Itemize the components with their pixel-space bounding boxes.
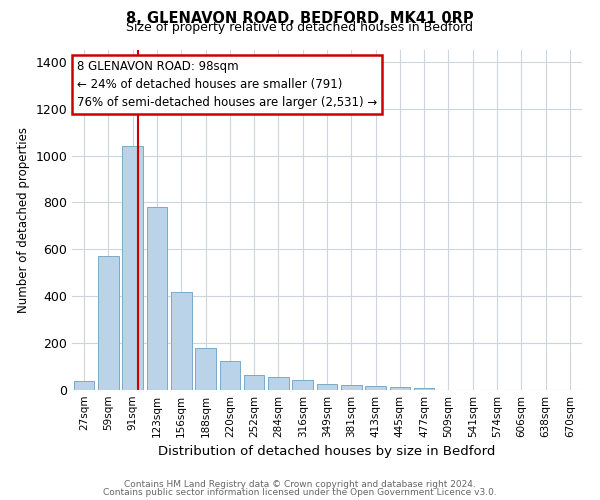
Text: Contains public sector information licensed under the Open Government Licence v3: Contains public sector information licen… (103, 488, 497, 497)
Bar (146, 207, 167, 390)
Bar (244, 375, 265, 390)
Text: 8 GLENAVON ROAD: 98sqm
← 24% of detached houses are smaller (791)
76% of semi-de: 8 GLENAVON ROAD: 98sqm ← 24% of detached… (77, 60, 377, 109)
Bar (341, 385, 362, 390)
Text: Size of property relative to detached houses in Bedford: Size of property relative to detached ho… (127, 22, 473, 35)
Bar (98, 256, 119, 390)
Bar (292, 380, 313, 390)
Text: 8, GLENAVON ROAD, BEDFORD, MK41 0RP: 8, GLENAVON ROAD, BEDFORD, MK41 0RP (126, 11, 474, 26)
Bar (195, 348, 216, 390)
Bar (317, 384, 337, 390)
Bar (74, 380, 94, 390)
Y-axis label: Number of detached properties: Number of detached properties (17, 127, 30, 313)
Bar (268, 377, 289, 390)
Bar (389, 387, 410, 390)
X-axis label: Distribution of detached houses by size in Bedford: Distribution of detached houses by size … (158, 446, 496, 458)
Bar (414, 388, 434, 390)
Bar (171, 292, 191, 390)
Bar (122, 146, 143, 390)
Text: Contains HM Land Registry data © Crown copyright and database right 2024.: Contains HM Land Registry data © Crown c… (124, 480, 476, 489)
Bar (220, 360, 240, 390)
Bar (365, 386, 386, 390)
